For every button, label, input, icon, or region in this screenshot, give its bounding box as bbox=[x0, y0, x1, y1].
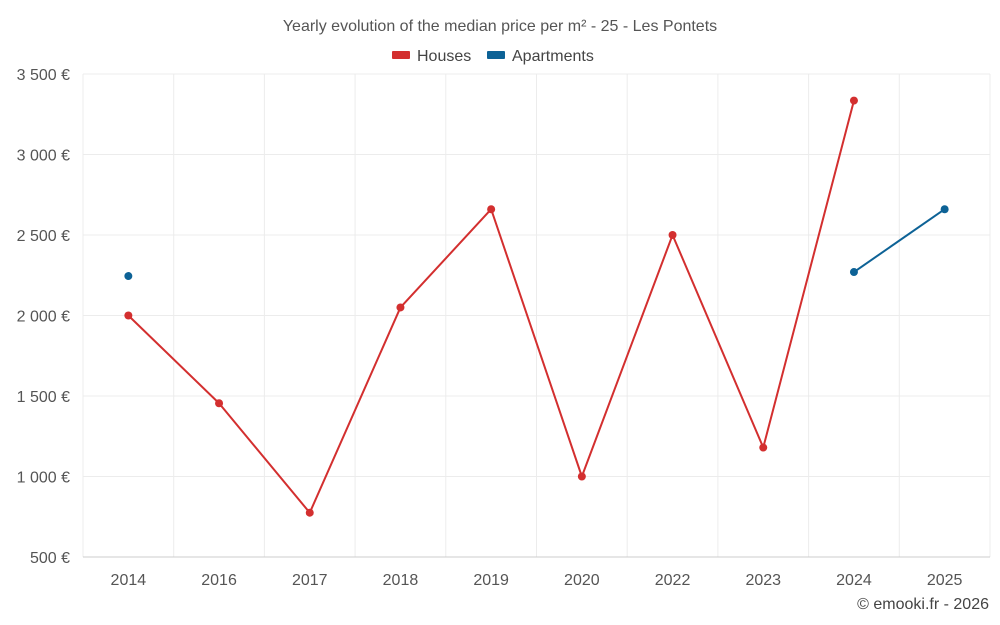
legend-label-apartments: Apartments bbox=[512, 48, 594, 65]
y-tick-label: 1 000 € bbox=[17, 470, 70, 487]
gridlines bbox=[82, 73, 991, 558]
legend-item-apartments[interactable]: Apartments bbox=[487, 48, 594, 65]
data-point-houses[interactable] bbox=[396, 303, 405, 312]
legend-label-houses: Houses bbox=[417, 48, 471, 65]
legend-swatch-houses bbox=[392, 51, 410, 59]
data-point-houses[interactable] bbox=[759, 443, 768, 452]
y-tick-label: 500 € bbox=[30, 550, 70, 567]
y-tick-label: 2 000 € bbox=[17, 309, 70, 326]
legend-item-houses[interactable]: Houses bbox=[392, 48, 471, 65]
x-tick-label: 2018 bbox=[383, 572, 419, 589]
legend: Houses Apartments bbox=[392, 48, 594, 65]
x-tick-label: 2024 bbox=[836, 572, 872, 589]
data-point-houses[interactable] bbox=[487, 205, 496, 214]
x-tick-label: 2019 bbox=[473, 572, 509, 589]
y-tick-label: 2 500 € bbox=[17, 228, 70, 245]
legend-swatch-apartments bbox=[487, 51, 505, 59]
x-tick-label: 2016 bbox=[201, 572, 237, 589]
series-line-apartments bbox=[853, 208, 946, 273]
y-tick-label: 3 500 € bbox=[17, 67, 70, 84]
data-point-houses[interactable] bbox=[124, 311, 133, 320]
credit-text: © emooki.fr - 2026 bbox=[857, 596, 989, 613]
data-point-houses[interactable] bbox=[577, 472, 586, 481]
x-tick-label: 2017 bbox=[292, 572, 328, 589]
y-tick-label: 1 500 € bbox=[17, 389, 70, 406]
x-tick-label: 2020 bbox=[564, 572, 600, 589]
chart-title: Yearly evolution of the median price per… bbox=[283, 18, 717, 35]
series-houses bbox=[124, 96, 858, 517]
x-axis: 2014 2016 2017 2018 2019 2020 2022 2023 2024 2025 bbox=[111, 572, 963, 589]
data-point-apartments[interactable] bbox=[124, 272, 133, 281]
data-point-houses[interactable] bbox=[668, 231, 677, 239]
y-tick-label: 3 000 € bbox=[17, 148, 70, 165]
x-tick-label: 2023 bbox=[745, 572, 781, 589]
x-tick-label: 2025 bbox=[927, 572, 963, 589]
data-point-houses[interactable] bbox=[305, 508, 314, 517]
y-axis: 500 € 1 000 € 1 500 € 2 000 € 2 500 € 3 000 €… bbox=[17, 67, 70, 567]
series-apartments bbox=[124, 205, 949, 281]
data-point-houses[interactable] bbox=[215, 399, 224, 408]
series-line-houses bbox=[127, 100, 855, 514]
x-tick-label: 2014 bbox=[111, 572, 147, 589]
data-point-houses[interactable] bbox=[849, 96, 858, 105]
data-point-apartments[interactable] bbox=[849, 268, 858, 277]
data-point-apartments[interactable] bbox=[940, 205, 949, 214]
series-layer bbox=[124, 96, 949, 517]
x-tick-label: 2022 bbox=[655, 572, 691, 589]
